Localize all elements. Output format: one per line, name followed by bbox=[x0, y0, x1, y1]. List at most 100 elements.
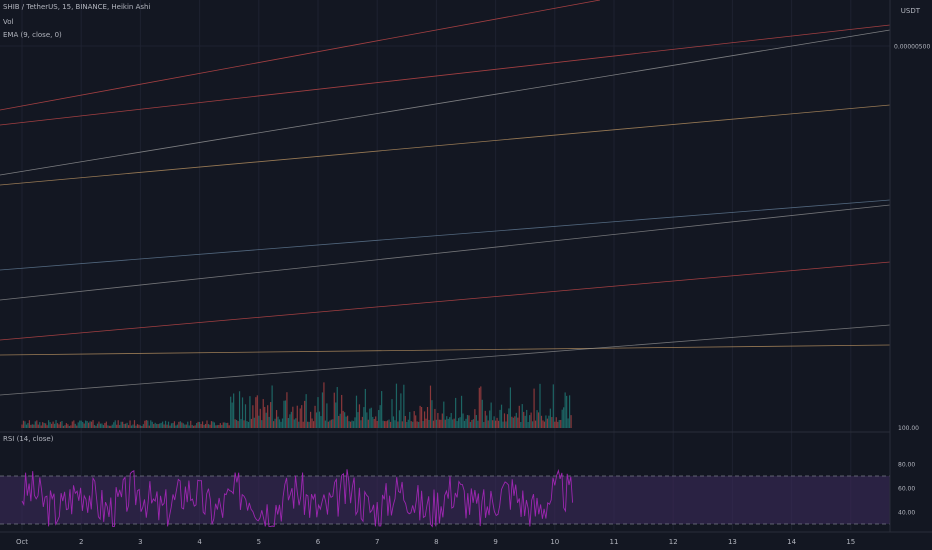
volume-bar bbox=[213, 422, 215, 428]
volume-bar bbox=[76, 425, 78, 428]
volume-bar bbox=[43, 423, 45, 428]
volume-bar bbox=[358, 404, 361, 428]
volume-bar bbox=[190, 420, 192, 428]
volume-bar bbox=[132, 424, 134, 428]
volume-bar bbox=[52, 421, 54, 428]
volume-bar bbox=[249, 396, 251, 428]
volume-bar bbox=[389, 421, 392, 428]
volume-bar bbox=[265, 412, 267, 428]
volume-bar bbox=[486, 415, 488, 428]
volume-bar bbox=[355, 395, 358, 428]
volume-bar bbox=[138, 424, 140, 428]
volume-bar bbox=[308, 421, 310, 428]
volume-bar bbox=[164, 420, 167, 428]
volume-bar bbox=[96, 423, 99, 428]
volume-bar bbox=[540, 415, 543, 428]
volume-bar bbox=[357, 412, 359, 428]
volume-bar bbox=[129, 420, 131, 428]
volume-bar bbox=[537, 412, 540, 428]
volume-bar bbox=[381, 391, 383, 428]
volume-bar bbox=[315, 412, 318, 428]
volume-bar bbox=[219, 423, 221, 428]
time-axis[interactable]: Oct 2 3 4 5 6 7 8 9 10 11 12 13 14 15 bbox=[0, 531, 932, 550]
time-tick-label: 7 bbox=[375, 538, 379, 546]
volume-bar bbox=[503, 413, 506, 428]
volume-bar bbox=[136, 424, 139, 428]
volume-bar bbox=[293, 419, 295, 428]
volume-bar bbox=[46, 425, 48, 428]
volume-bar bbox=[62, 425, 65, 428]
volume-bar bbox=[107, 425, 109, 428]
volume-bar bbox=[311, 418, 313, 428]
price-axis[interactable]: 0.000050000.000045000.000039040.00003799… bbox=[889, 0, 932, 550]
time-tick-label: 3 bbox=[138, 538, 142, 546]
volume-bar bbox=[238, 391, 241, 428]
time-tick-label: 8 bbox=[434, 538, 438, 546]
volume-bar bbox=[477, 420, 479, 428]
time-tick-label: 11 bbox=[610, 538, 619, 546]
volume-bar bbox=[28, 420, 30, 428]
volume-bar bbox=[181, 422, 183, 428]
trend-line bbox=[0, 24, 891, 126]
volume-bar bbox=[95, 425, 97, 428]
symbol-legend[interactable]: SHIB / TetherUS, 15, BINANCE, Heikin Ash… bbox=[3, 3, 151, 11]
volume-bar bbox=[542, 420, 544, 428]
volume-bar bbox=[188, 425, 190, 428]
volume-bar bbox=[55, 420, 57, 428]
volume-bar bbox=[438, 419, 440, 428]
volume-tick-label: 100.00 bbox=[898, 425, 919, 432]
volume-bar bbox=[125, 423, 127, 428]
volume-bar bbox=[412, 421, 414, 428]
volume-bar bbox=[416, 421, 418, 428]
volume-bar bbox=[267, 405, 269, 428]
volume-bar bbox=[551, 417, 553, 428]
volume-bar bbox=[330, 419, 332, 428]
volume-bar bbox=[302, 421, 304, 428]
volume-bar bbox=[410, 421, 412, 428]
volume-bar bbox=[536, 410, 538, 428]
volume-bar bbox=[256, 395, 258, 428]
volume-bar bbox=[567, 418, 569, 428]
volume-bar bbox=[255, 397, 257, 428]
volume-bar bbox=[437, 413, 439, 428]
volume-bar bbox=[378, 410, 380, 428]
volume-bar bbox=[206, 420, 208, 428]
ema-legend[interactable]: EMA (9, close, 0) bbox=[3, 31, 62, 39]
volume-bar bbox=[472, 419, 474, 428]
volume-bar bbox=[79, 420, 81, 428]
volume-bar bbox=[93, 424, 96, 428]
rsi-legend[interactable]: RSI (14, close) bbox=[3, 435, 54, 443]
volume-bar bbox=[172, 423, 174, 428]
volume-bar bbox=[370, 407, 372, 428]
volume-bar bbox=[344, 412, 346, 428]
volume-bar bbox=[259, 408, 261, 428]
volume-legend[interactable]: Vol bbox=[3, 18, 14, 26]
volume-bar bbox=[102, 425, 104, 428]
volume-bar bbox=[490, 402, 492, 428]
volume-bar bbox=[194, 425, 196, 428]
volume-bar bbox=[385, 421, 387, 428]
volume-bar bbox=[53, 423, 56, 428]
volume-bar bbox=[447, 418, 449, 428]
volume-bar bbox=[360, 420, 362, 428]
volume-bar bbox=[401, 421, 403, 428]
volume-bar bbox=[552, 384, 554, 428]
volume-bar bbox=[196, 423, 198, 428]
volume-bar bbox=[27, 423, 29, 428]
volume-bar bbox=[459, 417, 461, 428]
volume-bar bbox=[200, 424, 202, 428]
volume-bar bbox=[394, 420, 396, 428]
volume-bar bbox=[244, 404, 247, 428]
volume-bar bbox=[388, 419, 390, 428]
volume-bar bbox=[289, 414, 291, 428]
volume-bar bbox=[225, 422, 227, 428]
volume-bar bbox=[203, 424, 205, 428]
volume-bar bbox=[283, 400, 285, 428]
volume-bar bbox=[444, 419, 446, 428]
volume-bar bbox=[489, 410, 491, 428]
volume-bar bbox=[162, 421, 164, 428]
volume-bar bbox=[133, 420, 136, 428]
volume-bar bbox=[543, 421, 546, 428]
volume-bar bbox=[191, 424, 193, 428]
